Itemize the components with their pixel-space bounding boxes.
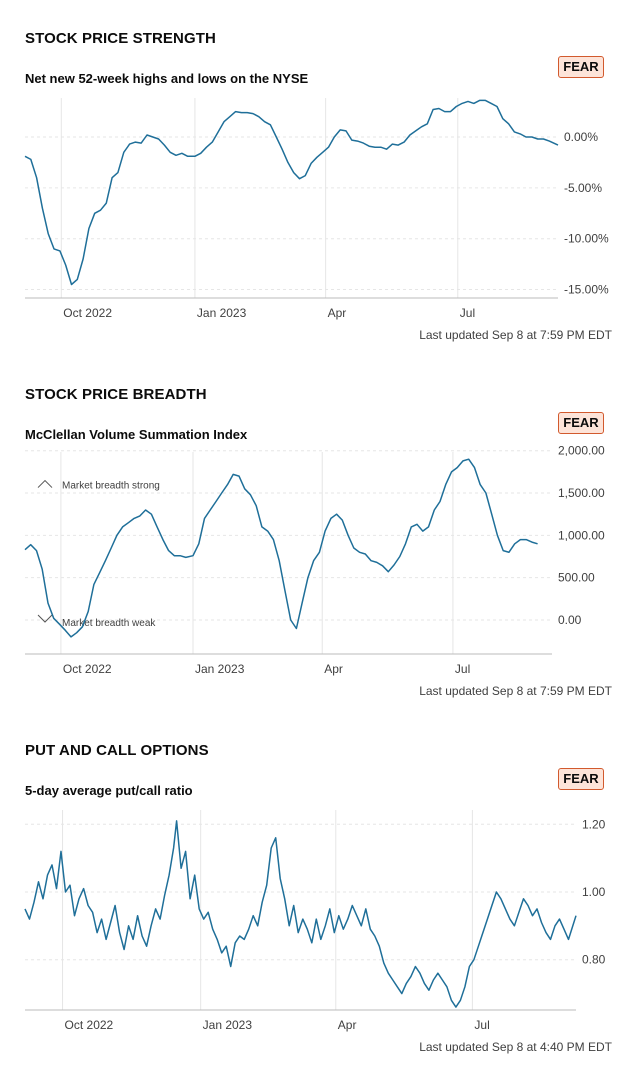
put-and-call-options-section: PUT AND CALL OPTIONS 5-day average put/c… [0, 712, 642, 1085]
section-title: STOCK PRICE STRENGTH [25, 30, 216, 47]
stock-price-strength-section: STOCK PRICE STRENGTH Net new 52-week hig… [0, 0, 642, 356]
x-tick-label: Apr [328, 306, 347, 320]
section-subtitle: 5-day average put/call ratio [25, 783, 193, 798]
fear-badge: FEAR [558, 768, 604, 790]
x-tick-label: Oct 2022 [63, 306, 112, 320]
x-tick-label: Jul [474, 1018, 489, 1032]
y-tick-label: 1.20 [582, 817, 606, 831]
x-tick-label: Jan 2023 [197, 306, 247, 320]
fear-badge: FEAR [558, 56, 604, 78]
x-tick-label: Jan 2023 [195, 662, 245, 676]
x-tick-label: Oct 2022 [65, 1018, 114, 1032]
stock-price-strength-chart: 0.00% -5.00% -10.00% -15.00% Oct 2022 Jan 202… [24, 98, 609, 320]
series-line [24, 99, 559, 286]
y-tick-label: 2,000.00 [558, 444, 605, 458]
put-call-ratio-chart: 1.20 1.00 0.80 Oct 2022 Jan 2023 Apr Jul [24, 810, 606, 1032]
y-tick-label: -5.00% [564, 181, 602, 195]
y-tick-label: 1,000.00 [558, 528, 605, 542]
arrow-up-icon [37, 479, 53, 488]
last-updated-text: Last updated Sep 8 at 7:59 PM EDT [419, 684, 612, 698]
x-tick-label: Oct 2022 [63, 662, 112, 676]
y-tick-label: 0.80 [582, 953, 606, 967]
y-tick-label: 1.00 [582, 885, 606, 899]
y-tick-label: 1,500.00 [558, 486, 605, 500]
last-updated-text: Last updated Sep 8 at 4:40 PM EDT [419, 1040, 612, 1054]
x-tick-label: Jul [455, 662, 470, 676]
series-line [24, 458, 538, 638]
y-tick-label: -10.00% [564, 232, 609, 246]
y-tick-label: 0.00 [558, 613, 582, 627]
fear-badge: FEAR [558, 412, 604, 434]
stock-price-breadth-chart: 2,000.00 1,500.00 1,000.00 500.00 0.00 Oct 20… [24, 444, 605, 676]
y-tick-label: 0.00% [564, 130, 598, 144]
stock-price-breadth-section: STOCK PRICE BREADTH McClellan Volume Sum… [0, 356, 642, 712]
annotation-weak: Market breadth weak [62, 618, 156, 629]
section-subtitle: McClellan Volume Summation Index [25, 427, 248, 442]
section-title: STOCK PRICE BREADTH [25, 386, 207, 403]
series-line [24, 820, 577, 1008]
x-tick-label: Jan 2023 [203, 1018, 253, 1032]
annotation-strong: Market breadth strong [62, 481, 160, 492]
y-tick-label: 500.00 [558, 571, 595, 585]
arrow-down-icon [37, 614, 53, 623]
last-updated-text: Last updated Sep 8 at 7:59 PM EDT [419, 328, 612, 342]
x-tick-label: Apr [338, 1018, 357, 1032]
section-title: PUT AND CALL OPTIONS [25, 742, 209, 759]
x-tick-label: Jul [460, 306, 475, 320]
section-subtitle: Net new 52-week highs and lows on the NY… [25, 71, 309, 86]
y-tick-label: -15.00% [564, 283, 609, 297]
x-tick-label: Apr [324, 662, 343, 676]
